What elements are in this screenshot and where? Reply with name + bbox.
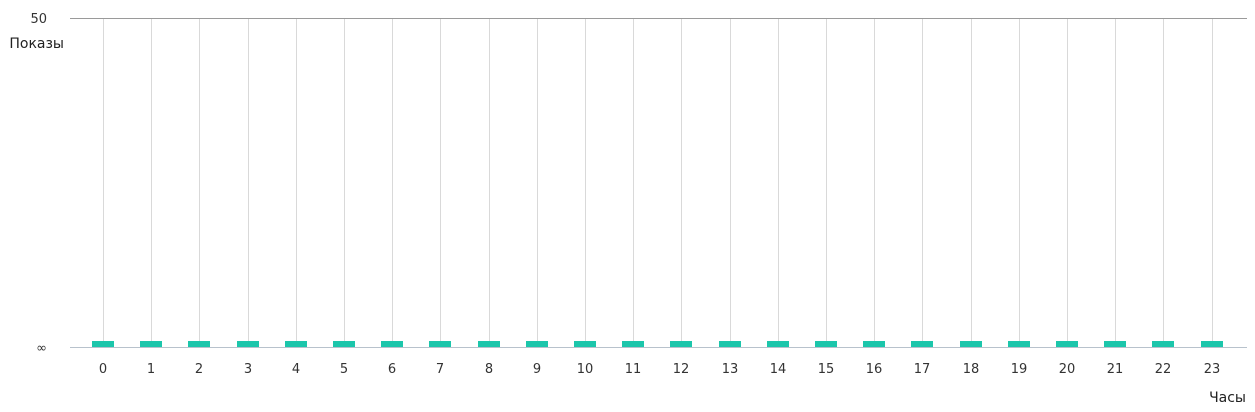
bar-hour-6 — [381, 341, 403, 347]
x-tick-label: 12 — [673, 362, 690, 377]
x-tick-label: 3 — [244, 362, 252, 377]
bar-hour-23 — [1201, 341, 1223, 347]
x-tick-label: 17 — [914, 362, 931, 377]
x-tick-label: 2 — [195, 362, 203, 377]
bar-hour-13 — [719, 341, 741, 347]
x-tick-label: 21 — [1107, 362, 1124, 377]
x-tick-label: 1 — [147, 362, 155, 377]
x-tick-label: 14 — [770, 362, 787, 377]
x-tick-label: 19 — [1011, 362, 1028, 377]
bars — [92, 341, 1223, 347]
x-tick-label: 9 — [533, 362, 541, 377]
grid-lines — [103, 18, 1213, 347]
bar-hour-15 — [815, 341, 837, 347]
bar-hour-20 — [1056, 341, 1078, 347]
x-tick-label: 10 — [577, 362, 594, 377]
bar-hour-1 — [140, 341, 162, 347]
bar-hour-11 — [622, 341, 644, 347]
axis-texts: 50 ∞ Показы Часы — [9, 12, 1246, 406]
bar-hour-2 — [188, 341, 210, 347]
x-tick-label: 22 — [1155, 362, 1172, 377]
x-tick-label: 0 — [99, 362, 107, 377]
bar-hour-5 — [333, 341, 355, 347]
x-tick-label: 6 — [388, 362, 396, 377]
x-tick-label: 18 — [963, 362, 980, 377]
bar-hour-21 — [1104, 341, 1126, 347]
x-tick-label: 16 — [866, 362, 883, 377]
x-tick-label: 11 — [625, 362, 642, 377]
bar-hour-14 — [767, 341, 789, 347]
bar-hour-16 — [863, 341, 885, 347]
bar-hour-0 — [92, 341, 114, 347]
x-tick-label: 4 — [292, 362, 300, 377]
y-tick-label-max: 50 — [30, 12, 47, 27]
x-tick-labels: 0 1 2 3 4 5 6 7 8 9 10 11 12 13 14 15 16 17 18 19 20 21 22 23 — [99, 362, 1220, 377]
y-axis-title: Показы — [9, 36, 64, 52]
x-tick-label: 13 — [722, 362, 739, 377]
y-tick-label-min: ∞ — [36, 341, 47, 356]
x-tick-label: 15 — [818, 362, 835, 377]
bar-hour-18 — [960, 341, 982, 347]
bar-hour-22 — [1152, 341, 1174, 347]
bar-hour-10 — [574, 341, 596, 347]
x-tick-label: 23 — [1204, 362, 1221, 377]
x-tick-label: 8 — [485, 362, 493, 377]
bar-hour-19 — [1008, 341, 1030, 347]
x-tick-label: 5 — [340, 362, 348, 377]
bar-hour-9 — [526, 341, 548, 347]
x-tick-label: 7 — [436, 362, 444, 377]
bar-hour-17 — [911, 341, 933, 347]
bar-hour-4 — [285, 341, 307, 347]
x-axis-title: Часы — [1209, 390, 1246, 406]
bar-hour-12 — [670, 341, 692, 347]
bar-hour-3 — [237, 341, 259, 347]
axes — [70, 18, 1247, 348]
bar-hour-7 — [429, 341, 451, 347]
bar-hour-8 — [478, 341, 500, 347]
x-tick-label: 20 — [1059, 362, 1076, 377]
